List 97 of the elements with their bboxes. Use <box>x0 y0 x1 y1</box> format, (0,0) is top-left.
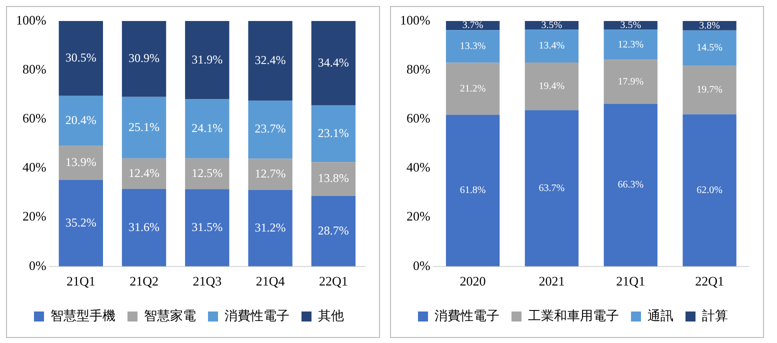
data-label: 32.4% <box>254 52 286 67</box>
y-tick-label: 60% <box>22 110 46 126</box>
data-label: 61.8% <box>460 185 486 196</box>
bar <box>682 30 736 66</box>
data-label: 25.1% <box>128 120 160 134</box>
bar <box>524 110 579 266</box>
bar <box>248 100 292 159</box>
data-label: 30.5% <box>65 50 96 65</box>
bar <box>311 105 356 162</box>
data-label: 20.4% <box>65 113 96 128</box>
bar <box>185 189 230 266</box>
data-label: 13.4% <box>538 40 565 52</box>
bar <box>248 190 292 266</box>
data-label: 14.5% <box>696 42 722 54</box>
y-tick-label: 80% <box>22 62 46 76</box>
bar <box>524 30 579 62</box>
legend-label: 消費性電子 <box>434 308 500 324</box>
bar <box>682 66 736 114</box>
data-label: 3.5% <box>541 20 562 31</box>
legend-label: 計算 <box>702 308 728 324</box>
bar <box>185 158 230 190</box>
data-label: 3.7% <box>462 20 484 32</box>
data-label: 19.7% <box>696 84 722 96</box>
data-label: 12.4% <box>128 166 160 180</box>
y-tick-label: 0% <box>28 258 46 273</box>
y-tick-label: 60% <box>406 110 430 126</box>
data-label: 23.1% <box>318 126 349 140</box>
legend-label: 智慧型手機 <box>50 308 116 324</box>
bar <box>122 158 166 189</box>
data-label: 34.4% <box>318 55 349 70</box>
bar <box>58 180 103 266</box>
data-label: 21.2% <box>460 83 486 94</box>
data-label: 28.7% <box>318 223 349 238</box>
bar <box>604 60 658 104</box>
legend-label: 其他 <box>318 308 344 324</box>
bar <box>446 62 500 115</box>
data-label: 19.4% <box>538 80 565 92</box>
bar <box>311 196 356 266</box>
x-tick-label: 21Q4 <box>256 274 286 289</box>
data-label: 13.3% <box>460 41 486 52</box>
bar <box>524 62 579 110</box>
legend-label: 消費性電子 <box>224 308 290 324</box>
bar <box>185 99 230 158</box>
data-label: 23.7% <box>254 122 286 136</box>
data-label: 62.0% <box>696 184 722 196</box>
x-tick-label: 22Q1 <box>318 274 348 289</box>
bar <box>446 114 500 266</box>
data-label: 3.8% <box>699 20 720 32</box>
data-label: 24.1% <box>192 121 223 136</box>
bar <box>446 30 500 63</box>
bar <box>122 188 166 266</box>
legend-label: 智慧家電 <box>144 308 196 324</box>
x-tick-label: 21Q1 <box>616 274 646 289</box>
y-tick-label: 0% <box>412 258 430 273</box>
y-tick-label: 20% <box>22 208 46 224</box>
y-tick-label: 40% <box>22 160 46 175</box>
data-label: 30.9% <box>128 51 160 66</box>
data-label: 31.6% <box>128 220 160 234</box>
bar <box>122 21 166 97</box>
bar <box>122 96 166 158</box>
legend-label: 工業和車用電子 <box>528 308 619 324</box>
data-label: 31.2% <box>254 220 286 234</box>
y-tick-label: 100% <box>400 12 430 28</box>
bar <box>58 96 103 146</box>
data-label: 31.5% <box>192 220 223 234</box>
data-label: 17.9% <box>618 76 644 88</box>
bar <box>58 146 103 180</box>
y-tick-label: 40% <box>406 160 430 175</box>
x-tick-label: 21Q1 <box>66 274 96 289</box>
data-label: 12.5% <box>192 166 223 180</box>
data-label: 63.7% <box>538 182 565 194</box>
data-label: 12.7% <box>254 166 286 180</box>
bar <box>604 30 658 60</box>
bar <box>58 21 103 96</box>
bar <box>311 162 356 196</box>
bar <box>185 21 230 100</box>
legend-label: 通訊 <box>648 308 674 324</box>
data-label: 31.9% <box>192 52 223 66</box>
data-label: 13.9% <box>65 155 96 170</box>
bar <box>682 114 736 266</box>
y-tick-label: 20% <box>406 208 430 224</box>
bar <box>248 158 292 190</box>
x-tick-label: 21Q2 <box>130 274 158 289</box>
y-tick-label: 100% <box>16 12 46 28</box>
data-label: 35.2% <box>65 215 96 230</box>
bar <box>604 104 658 266</box>
y-tick-label: 80% <box>406 62 430 76</box>
x-tick-label: 21Q3 <box>192 274 222 289</box>
data-label: 3.5% <box>620 20 642 31</box>
data-label: 13.8% <box>318 171 349 186</box>
x-tick-label: 22Q1 <box>695 274 724 289</box>
bar <box>311 21 356 106</box>
data-label: 66.3% <box>618 180 644 191</box>
bar <box>248 21 292 101</box>
data-label: 12.3% <box>618 39 644 50</box>
x-tick-label: 2021 <box>538 274 565 289</box>
x-tick-label: 2020 <box>460 274 486 289</box>
